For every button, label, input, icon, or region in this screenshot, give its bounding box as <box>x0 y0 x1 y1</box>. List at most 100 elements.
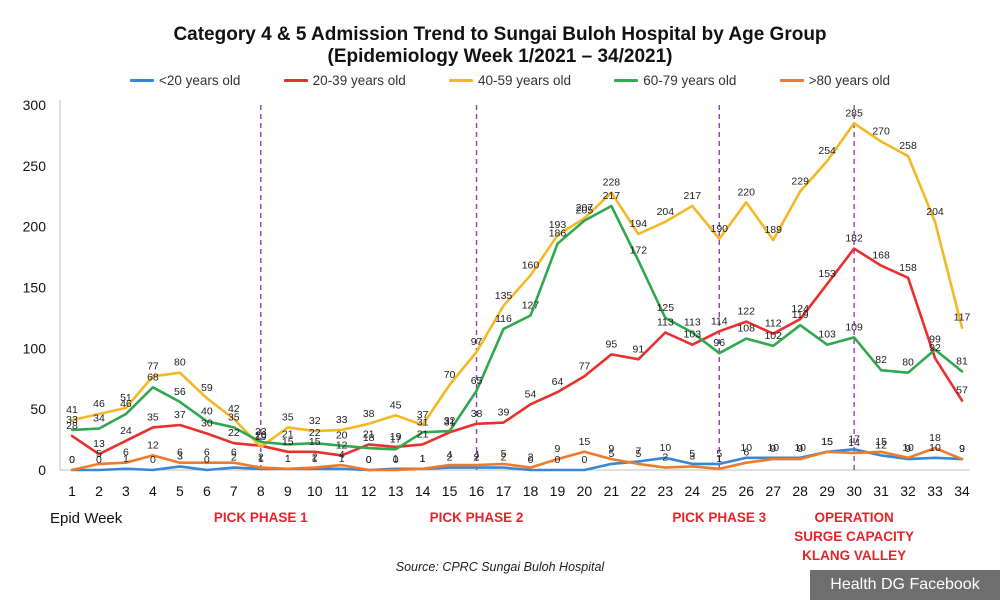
legend-label: <20 years old <box>159 73 241 88</box>
series-line <box>70 204 964 451</box>
data-label: 1 <box>420 453 426 465</box>
data-label: 15 <box>282 436 294 448</box>
data-label: 217 <box>684 190 702 202</box>
legend-label: 20-39 years old <box>312 73 406 88</box>
legend-label: >80 years old <box>808 73 890 88</box>
legend-item: 20-39 years old <box>283 73 406 88</box>
data-label: 14 <box>848 437 860 449</box>
data-label: 2 <box>447 452 453 464</box>
x-tick-label: 34 <box>954 483 970 499</box>
data-label: 37 <box>417 409 429 421</box>
data-label: 30 <box>201 418 213 430</box>
data-label: 5 <box>689 448 695 460</box>
data-label: 19 <box>390 431 402 443</box>
x-tick-label: 16 <box>469 483 485 499</box>
data-label: 35 <box>228 411 240 423</box>
data-label: 22 <box>228 427 240 439</box>
data-label: 33 <box>66 414 78 426</box>
x-tick-label: 13 <box>388 483 404 499</box>
data-label: 0 <box>69 454 75 466</box>
phase-label: OPERATION SURGE CAPACITY KLANG VALLEY <box>764 508 944 565</box>
x-tick-label: 27 <box>765 483 781 499</box>
x-tick-label: 30 <box>846 483 862 499</box>
x-tick-label: 6 <box>203 483 211 499</box>
data-label: 28 <box>66 420 78 432</box>
data-label: 10 <box>929 442 941 454</box>
series-line <box>70 122 964 449</box>
data-label: 3 <box>177 450 183 462</box>
data-label: 15 <box>309 436 321 448</box>
data-label: 204 <box>926 206 944 218</box>
data-label: 56 <box>174 386 186 398</box>
data-label: 80 <box>174 357 186 369</box>
data-label: 10 <box>659 442 671 454</box>
data-label: 125 <box>657 302 675 314</box>
legend-swatch <box>614 79 639 82</box>
data-label: 32 <box>309 415 321 427</box>
data-label: 92 <box>929 342 941 354</box>
data-label: 96 <box>713 337 725 349</box>
data-label: 194 <box>630 218 648 230</box>
data-label: 172 <box>630 245 648 257</box>
phase-label: PICK PHASE 1 <box>171 508 351 527</box>
x-tick-label: 21 <box>604 483 620 499</box>
legend-label: 40-59 years old <box>477 73 572 88</box>
phase-label: PICK PHASE 2 <box>387 508 567 527</box>
data-label: 168 <box>872 250 890 262</box>
data-label: 5 <box>501 448 507 460</box>
data-label: 24 <box>120 425 132 437</box>
data-label: 9 <box>555 443 561 455</box>
y-tick-label: 200 <box>23 219 47 235</box>
data-label: 5 <box>608 448 614 460</box>
data-label: 193 <box>549 219 567 231</box>
data-label: 113 <box>684 317 701 329</box>
y-tick-label: 300 <box>23 97 47 113</box>
x-tick-label: 5 <box>176 483 184 499</box>
data-label: 20 <box>336 430 348 442</box>
data-label: 40 <box>201 405 213 417</box>
x-tick-label: 15 <box>442 483 458 499</box>
data-label: 18 <box>363 432 375 444</box>
data-label: 1 <box>716 453 722 465</box>
y-tick-label: 150 <box>23 280 47 296</box>
data-label: 135 <box>495 290 513 302</box>
x-tick-label: 18 <box>523 483 539 499</box>
data-label: 54 <box>525 388 537 400</box>
legend-label: 60-79 years old <box>643 73 737 88</box>
data-label: 17 <box>390 433 402 445</box>
data-label: 160 <box>522 259 540 271</box>
legend-item: <20 years old <box>130 73 240 88</box>
data-label: 59 <box>201 382 213 394</box>
data-label: 17 <box>848 433 860 445</box>
series-line <box>70 446 964 472</box>
y-tick-label: 100 <box>23 340 47 356</box>
data-label: 122 <box>737 306 755 318</box>
data-label: 38 <box>471 408 483 420</box>
data-label: 204 <box>657 206 675 218</box>
data-label: 182 <box>845 233 863 245</box>
data-label: 0 <box>366 454 372 466</box>
data-label: 112 <box>765 318 782 330</box>
x-tick-label: 23 <box>658 483 674 499</box>
data-label: 103 <box>684 329 702 341</box>
data-label: 2 <box>662 452 668 464</box>
data-label: 205 <box>576 205 594 217</box>
data-label: 31 <box>444 416 456 428</box>
data-label: 2 <box>258 452 264 464</box>
x-tick-label: 26 <box>738 483 754 499</box>
x-tick-label: 32 <box>900 483 916 499</box>
data-label: 9 <box>905 443 911 455</box>
data-label: 0 <box>204 454 210 466</box>
data-label: 6 <box>177 447 183 459</box>
data-label: 10 <box>902 442 914 454</box>
phase-label-line: KLANG VALLEY <box>802 548 907 563</box>
x-tick-label: 7 <box>230 483 238 499</box>
data-label: 65 <box>471 375 483 387</box>
x-tick-label: 29 <box>819 483 835 499</box>
data-label: 77 <box>147 360 159 372</box>
data-label: 0 <box>393 454 399 466</box>
data-label: 102 <box>764 330 782 342</box>
phase-label-line: PICK PHASE 3 <box>672 510 767 525</box>
legend-swatch <box>283 79 308 82</box>
